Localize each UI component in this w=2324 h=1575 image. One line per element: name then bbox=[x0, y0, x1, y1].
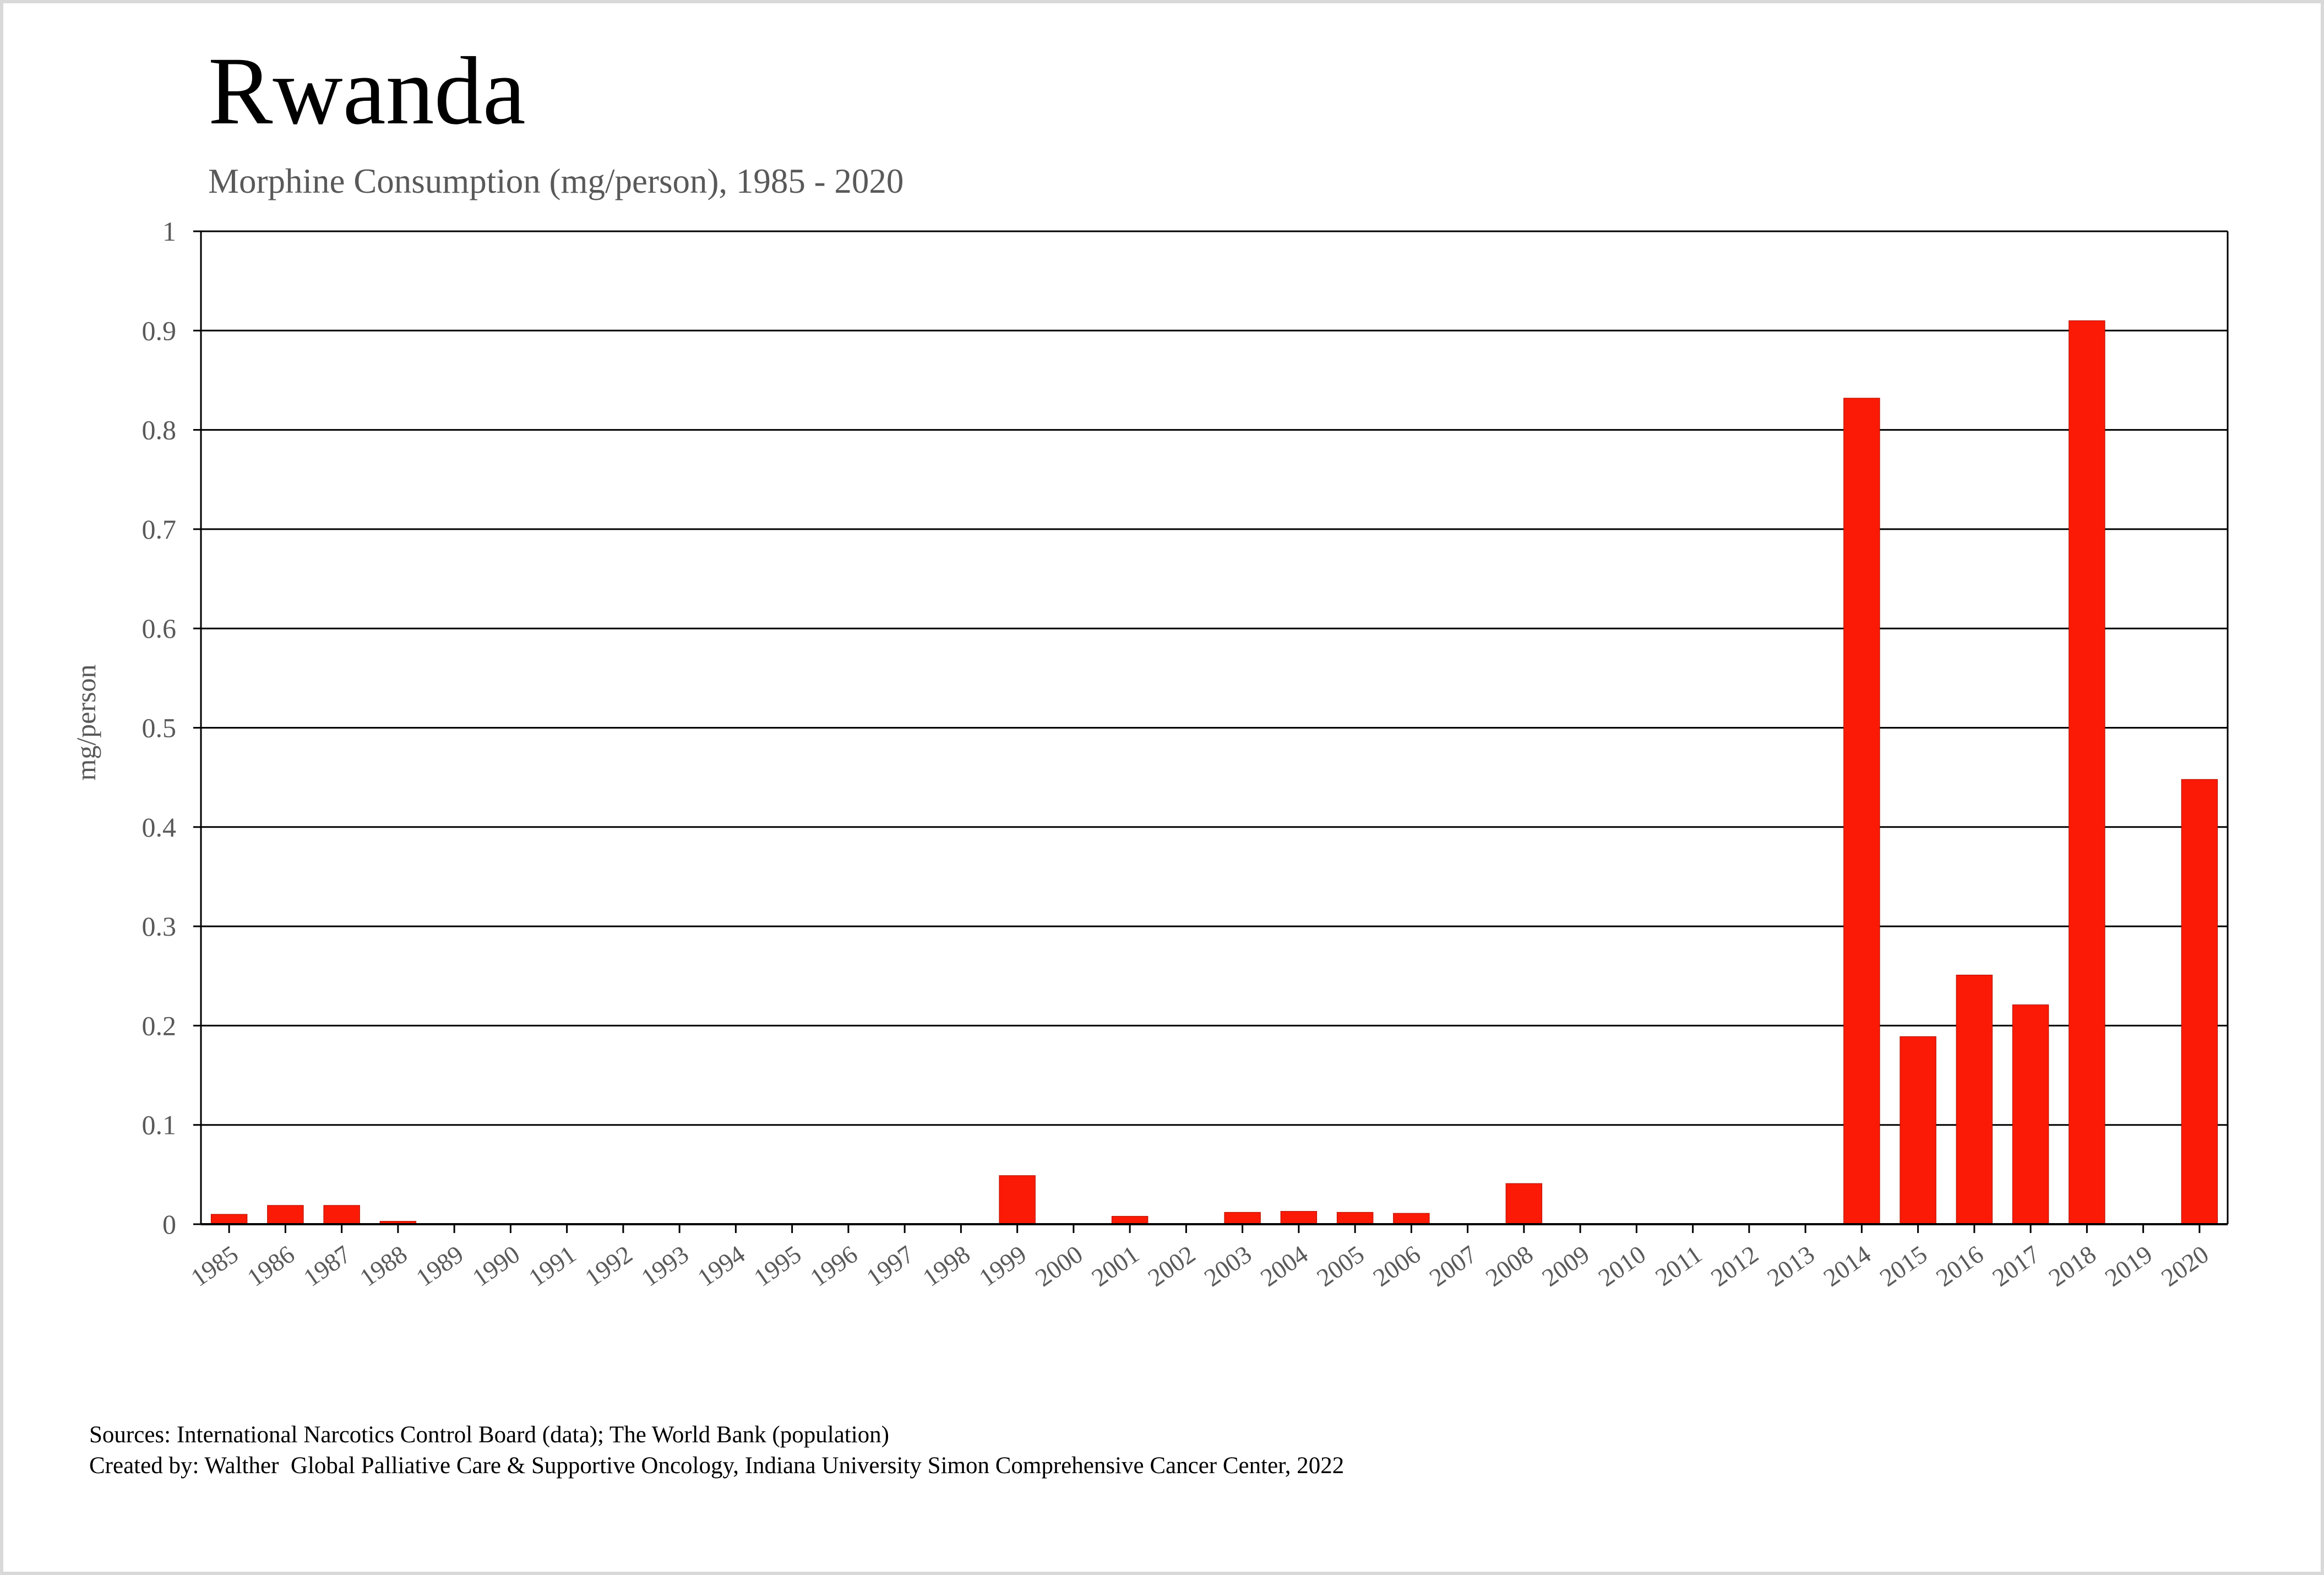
y-tick-label: 0.2 bbox=[142, 1010, 177, 1041]
bar-1987 bbox=[323, 1205, 360, 1225]
x-tick-label: 2015 bbox=[1875, 1240, 1933, 1292]
x-tick-labels: 1985198619871988198919901991199219931994… bbox=[186, 1240, 2213, 1292]
y-tick-label: 0.9 bbox=[142, 315, 177, 346]
y-tick-label: 1 bbox=[162, 216, 176, 247]
x-tick-label: 1997 bbox=[861, 1240, 919, 1292]
bar-2006 bbox=[1393, 1213, 1430, 1225]
bar-2005 bbox=[1336, 1212, 1374, 1225]
bars bbox=[210, 320, 2218, 1225]
bar-2001 bbox=[1111, 1216, 1149, 1225]
sources-note: Sources: International Narcotics Control… bbox=[89, 1422, 889, 1448]
x-tick-label: 2002 bbox=[1142, 1240, 1200, 1292]
y-tick-label: 0.5 bbox=[142, 713, 177, 743]
x-tick-label: 2014 bbox=[1818, 1240, 1876, 1292]
x-tick-label: 2020 bbox=[2156, 1240, 2214, 1292]
x-tick-label: 1985 bbox=[186, 1240, 243, 1292]
y-tick-label: 0 bbox=[162, 1209, 176, 1240]
bar-2008 bbox=[1505, 1183, 1543, 1225]
bar-2016 bbox=[1956, 974, 1993, 1225]
y-tick-label: 0.4 bbox=[142, 812, 177, 843]
x-tick-label: 2007 bbox=[1424, 1240, 1482, 1292]
x-tick-label: 2019 bbox=[2100, 1240, 2158, 1292]
x-tick-label: 1994 bbox=[692, 1240, 750, 1292]
x-tick-label: 2005 bbox=[1311, 1240, 1369, 1292]
y-tick-label: 0.8 bbox=[142, 415, 177, 446]
y-tick-label: 0.7 bbox=[142, 514, 177, 545]
x-tick-label: 2016 bbox=[1931, 1240, 1989, 1292]
x-tick-label: 1995 bbox=[749, 1240, 807, 1292]
y-tick-label: 0.6 bbox=[142, 613, 177, 644]
chart-subtitle: Morphine Consumption (mg/person), 1985 -… bbox=[208, 162, 904, 200]
x-tick-label: 2018 bbox=[2043, 1240, 2101, 1292]
bar-2020 bbox=[2181, 779, 2218, 1225]
created-by-note: Created by: Walther Global Palliative Ca… bbox=[89, 1453, 1345, 1479]
x-tick-label: 1998 bbox=[917, 1240, 975, 1292]
x-tick-label: 2009 bbox=[1537, 1240, 1594, 1292]
chart-footer: Sources: International Narcotics Control… bbox=[89, 1420, 1344, 1481]
x-tick-label: 1999 bbox=[974, 1240, 1032, 1292]
x-tick-label: 1992 bbox=[580, 1240, 638, 1292]
x-tick-label: 2004 bbox=[1255, 1240, 1313, 1292]
x-tick-label: 2006 bbox=[1368, 1240, 1425, 1292]
x-tick-label: 2000 bbox=[1030, 1240, 1088, 1292]
x-tick-label: 1988 bbox=[355, 1240, 412, 1292]
axes bbox=[193, 230, 2229, 1233]
x-tick-label: 2010 bbox=[1593, 1240, 1651, 1292]
bar-2017 bbox=[2012, 1004, 2049, 1225]
x-tick-label: 1996 bbox=[805, 1240, 863, 1292]
y-tick-label: 0.3 bbox=[142, 911, 177, 942]
y-tick-label: 0.1 bbox=[142, 1110, 177, 1140]
x-tick-label: 2012 bbox=[1706, 1240, 1764, 1292]
bar-1999 bbox=[999, 1175, 1036, 1225]
x-tick-label: 2008 bbox=[1481, 1240, 1538, 1292]
x-tick-label: 2001 bbox=[1086, 1240, 1144, 1292]
x-tick-label: 2013 bbox=[1762, 1240, 1820, 1292]
bar-2004 bbox=[1280, 1211, 1318, 1225]
x-tick-label: 1990 bbox=[467, 1240, 525, 1292]
x-tick-label: 1986 bbox=[242, 1240, 300, 1292]
bar-1985 bbox=[210, 1214, 248, 1225]
x-tick-label: 1989 bbox=[411, 1240, 469, 1292]
y-axis-label: mg/person bbox=[70, 664, 101, 780]
x-tick-label: 2011 bbox=[1650, 1240, 1707, 1291]
x-tick-label: 2017 bbox=[1987, 1240, 2045, 1292]
bar-2003 bbox=[1224, 1212, 1261, 1225]
x-tick-label: 1987 bbox=[298, 1240, 356, 1292]
bar-2018 bbox=[2069, 320, 2105, 1225]
bar-2015 bbox=[1900, 1036, 1936, 1225]
chart-title: Rwanda bbox=[208, 37, 526, 145]
y-tick-labels: 0 0.1 0.2 0.3 0.4 0.5 0.6 0.7 0.8 0.9 1 bbox=[142, 216, 177, 1240]
x-tick-label: 2003 bbox=[1199, 1240, 1257, 1292]
x-tick-label: 1991 bbox=[524, 1240, 581, 1292]
bar-1986 bbox=[267, 1205, 304, 1225]
x-tick-label: 1993 bbox=[636, 1240, 694, 1292]
bar-2014 bbox=[1843, 398, 1880, 1225]
